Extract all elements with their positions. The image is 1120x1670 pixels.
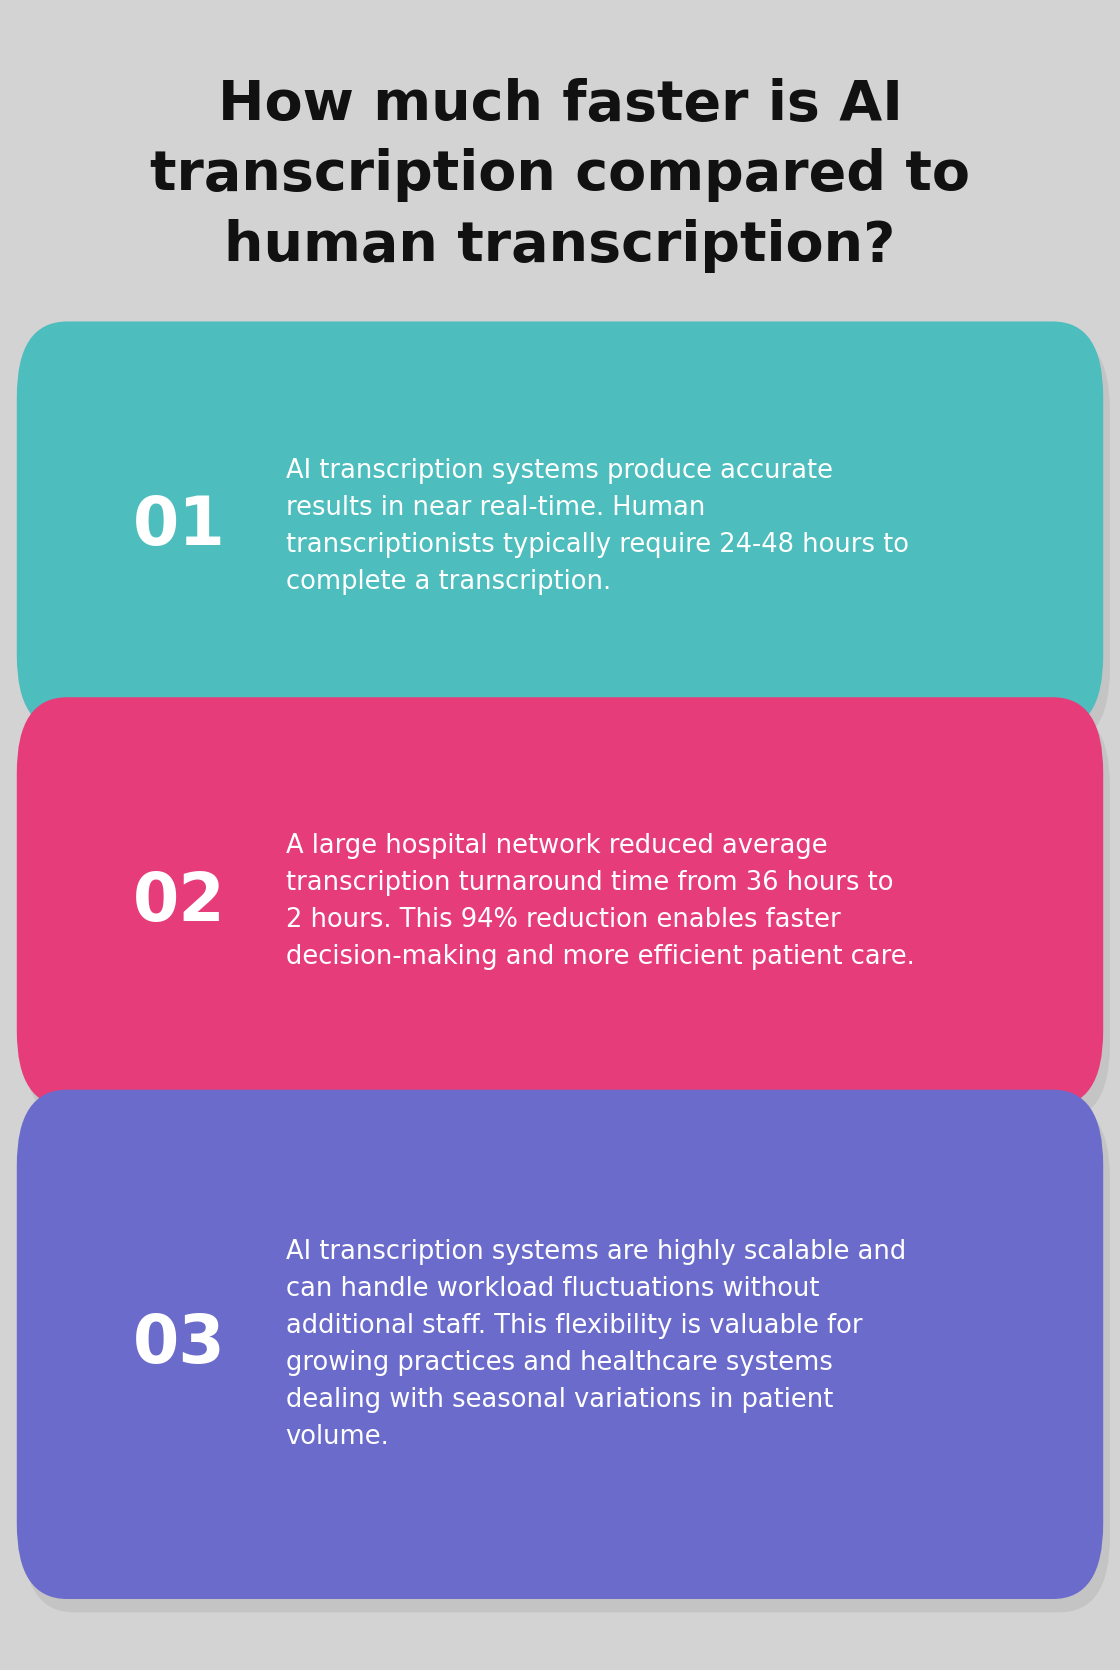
FancyBboxPatch shape [24, 334, 1110, 745]
Text: AI transcription systems are highly scalable and
can handle workload fluctuation: AI transcription systems are highly scal… [286, 1239, 906, 1450]
FancyBboxPatch shape [24, 711, 1110, 1119]
FancyBboxPatch shape [24, 1102, 1110, 1613]
Text: 03: 03 [133, 1311, 225, 1378]
Text: 02: 02 [133, 868, 225, 935]
FancyBboxPatch shape [17, 321, 1103, 731]
FancyBboxPatch shape [17, 1089, 1103, 1600]
Text: AI transcription systems produce accurate
results in near real-time. Human
trans: AI transcription systems produce accurat… [286, 458, 908, 595]
Text: 01: 01 [133, 493, 225, 559]
Text: A large hospital network reduced average
transcription turnaround time from 36 h: A large hospital network reduced average… [286, 833, 914, 970]
FancyBboxPatch shape [17, 698, 1103, 1106]
Text: How much faster is AI
transcription compared to
human transcription?: How much faster is AI transcription comp… [150, 77, 970, 274]
